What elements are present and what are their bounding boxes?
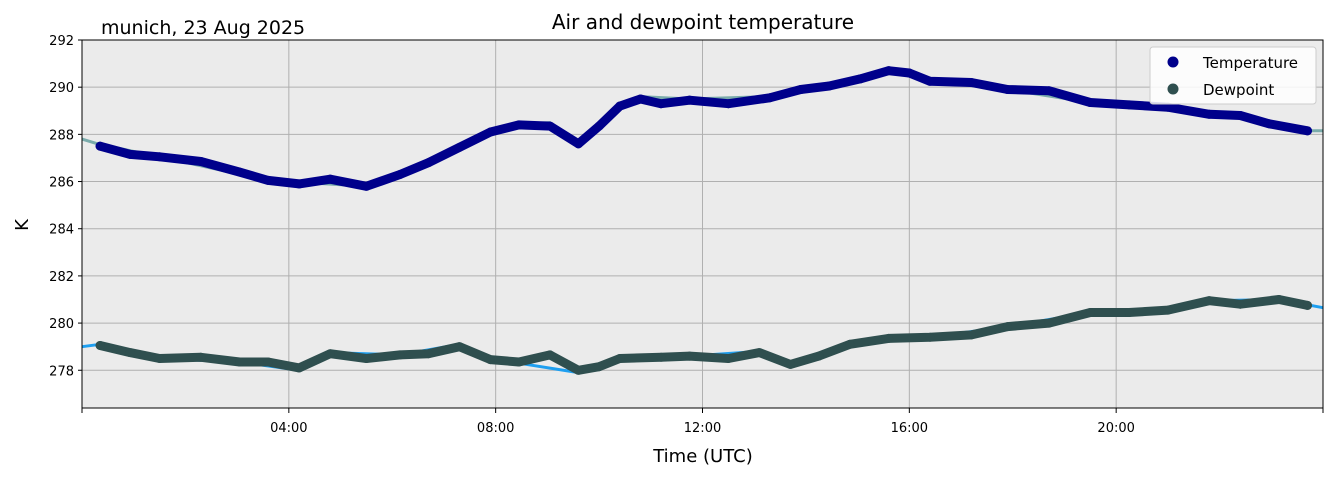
dewpoint-point bbox=[155, 353, 165, 363]
dewpoint-point bbox=[545, 350, 555, 360]
dewpoint-point bbox=[966, 330, 976, 340]
dewpoint-point bbox=[615, 353, 625, 363]
temperature-point bbox=[1003, 85, 1013, 95]
temperature-point bbox=[1085, 98, 1095, 108]
dewpoint-point bbox=[884, 333, 894, 343]
temperature-point bbox=[796, 85, 806, 95]
chart-title: Air and dewpoint temperature bbox=[552, 10, 854, 34]
dewpoint-point bbox=[573, 365, 583, 375]
x-tick-label: 04:00 bbox=[270, 421, 307, 436]
y-tick-label: 292 bbox=[49, 34, 74, 49]
x-axis-label: Time (UTC) bbox=[652, 446, 753, 467]
dewpoint-point bbox=[95, 340, 105, 350]
temperature-point bbox=[196, 156, 206, 166]
dewpoint-point bbox=[196, 352, 206, 362]
temperature-point bbox=[95, 141, 105, 151]
temperature-point bbox=[1302, 126, 1312, 136]
dewpoint-point bbox=[1163, 305, 1173, 315]
dewpoint-point bbox=[263, 357, 273, 367]
dewpoint-point bbox=[294, 363, 304, 373]
temperature-point bbox=[573, 139, 583, 149]
y-tick-label: 290 bbox=[49, 81, 74, 96]
y-tick-label: 284 bbox=[49, 223, 74, 238]
temperature-point bbox=[514, 120, 524, 130]
temperature-point bbox=[723, 99, 733, 109]
temperature-point bbox=[325, 174, 335, 184]
y-tick-label: 280 bbox=[49, 317, 74, 332]
dewpoint-point bbox=[785, 359, 795, 369]
temperature-point bbox=[1163, 102, 1173, 112]
dewpoint-point bbox=[1124, 307, 1134, 317]
x-tick-label: 20:00 bbox=[1097, 421, 1134, 436]
temperature-point bbox=[361, 181, 371, 191]
dewpoint-point bbox=[1274, 294, 1284, 304]
dewpoint-point bbox=[754, 348, 764, 358]
temperature-point bbox=[294, 179, 304, 189]
temperature-point bbox=[454, 142, 464, 152]
dewpoint-point bbox=[1003, 322, 1013, 332]
y-tick-label: 286 bbox=[49, 176, 74, 191]
x-tick-label: 08:00 bbox=[477, 421, 514, 436]
dewpoint-point bbox=[1302, 300, 1312, 310]
dewpoint-point bbox=[656, 352, 666, 362]
dewpoint-point bbox=[235, 357, 245, 367]
dewpoint-point bbox=[723, 353, 733, 363]
dewpoint-point bbox=[423, 349, 433, 359]
temperature-point bbox=[545, 121, 555, 131]
legend-label-dewpoint: Dewpoint bbox=[1203, 81, 1274, 99]
temperature-point bbox=[235, 167, 245, 177]
dewpoint-point bbox=[685, 351, 695, 361]
y-tick-label: 288 bbox=[49, 128, 74, 143]
x-tick-label: 12:00 bbox=[684, 421, 721, 436]
dewpoint-point bbox=[485, 355, 495, 365]
temperature-point bbox=[1235, 110, 1245, 120]
dewpoint-point bbox=[1085, 307, 1095, 317]
temperature-point bbox=[615, 101, 625, 111]
temperature-point bbox=[485, 127, 495, 137]
dewpoint-point bbox=[1235, 299, 1245, 309]
temperature-point bbox=[635, 94, 645, 104]
temperature-point bbox=[685, 95, 695, 105]
x-tick-label: 16:00 bbox=[891, 421, 928, 436]
temperature-point bbox=[125, 149, 135, 159]
temperature-point bbox=[263, 175, 273, 185]
dewpoint-point bbox=[395, 350, 405, 360]
temperature-point bbox=[1044, 86, 1054, 96]
dewpoint-point bbox=[125, 348, 135, 358]
dewpoint-point bbox=[325, 349, 335, 359]
temperature-point bbox=[423, 158, 433, 168]
dewpoint-point bbox=[845, 339, 855, 349]
legend-label-temperature: Temperature bbox=[1202, 54, 1298, 72]
temperature-point bbox=[925, 76, 935, 86]
temperature-point bbox=[1204, 109, 1214, 119]
temperature-point bbox=[1264, 119, 1274, 129]
dewpoint-point bbox=[514, 357, 524, 367]
dewpoint-point bbox=[814, 351, 824, 361]
y-tick-label: 278 bbox=[49, 364, 74, 379]
legend: Temperature Dewpoint bbox=[1149, 46, 1317, 105]
chart-subtitle: munich, 23 Aug 2025 bbox=[101, 17, 305, 39]
temperature-point bbox=[884, 66, 894, 76]
legend-marker-temperature bbox=[1167, 56, 1179, 68]
temperature-point bbox=[765, 93, 775, 103]
temperature-point bbox=[155, 152, 165, 162]
dewpoint-point bbox=[454, 342, 464, 352]
dewpoint-point bbox=[1044, 318, 1054, 328]
temperature-point bbox=[904, 68, 914, 78]
temperature-point bbox=[1124, 100, 1134, 110]
temperature-point bbox=[966, 77, 976, 87]
temperature-point bbox=[824, 81, 834, 91]
temperature-point bbox=[395, 169, 405, 179]
dewpoint-point bbox=[925, 332, 935, 342]
y-axis-label: K bbox=[12, 218, 33, 231]
temperature-point bbox=[594, 121, 604, 131]
temperature-point bbox=[656, 99, 666, 109]
legend-marker-dewpoint bbox=[1167, 83, 1179, 95]
dewpoint-point bbox=[1204, 296, 1214, 306]
dewpoint-point bbox=[361, 353, 371, 363]
dewpoint-point bbox=[594, 362, 604, 372]
y-tick-label: 282 bbox=[49, 270, 74, 285]
temperature-point bbox=[855, 74, 865, 84]
